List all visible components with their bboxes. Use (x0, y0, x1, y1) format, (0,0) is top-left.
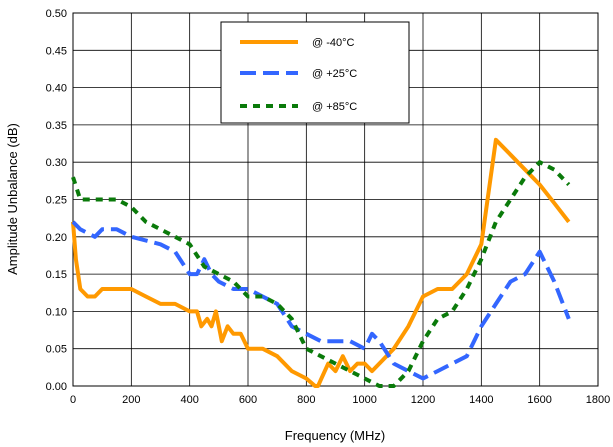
y-tick-label: 0.05 (46, 344, 67, 356)
x-tick-label: 600 (239, 394, 257, 406)
x-tick-label: 1000 (352, 394, 376, 406)
y-tick-label: 0.50 (46, 8, 67, 20)
x-tick-label: 1200 (411, 394, 435, 406)
legend-label-plus25: @ +25°C (312, 68, 357, 80)
tick-labels: 0.00 0.05 0.10 0.15 0.20 0.25 0.30 0.35 0.40 0.45… (46, 8, 611, 406)
y-tick-label: 0.30 (46, 157, 67, 169)
x-tick-label: 1600 (527, 394, 551, 406)
legend-label-plus85: @ +85°C (312, 101, 357, 113)
x-tick-label: 800 (297, 394, 315, 406)
y-tick-label: 0.25 (46, 195, 67, 207)
y-tick-label: 0.20 (46, 232, 67, 244)
legend: @ -40°C @ +25°C @ +85°C (220, 21, 410, 124)
series-layer (71, 137, 571, 388)
series-line-2 (71, 160, 571, 388)
series-line-0 (71, 137, 571, 388)
series-line-1 (71, 220, 571, 381)
plot-area-frame (72, 12, 599, 387)
x-axis-title: Frequency (MHz) (285, 428, 385, 443)
y-tick-label: 0.00 (46, 381, 67, 393)
x-tick-label: 0 (70, 394, 76, 406)
y-tick-label: 0.45 (46, 45, 67, 57)
x-tick-label: 400 (180, 394, 198, 406)
y-tick-label: 0.40 (46, 83, 67, 95)
y-tick-label: 0.15 (46, 269, 67, 281)
x-tick-label: 1800 (586, 394, 610, 406)
y-tick-label: 0.35 (46, 120, 67, 132)
x-tick-label: 200 (122, 394, 140, 406)
y-axis-title: Amplitude Unbalance (dB) (5, 123, 20, 275)
y-tick-label: 0.10 (46, 306, 67, 318)
x-tick-label: 1400 (469, 394, 493, 406)
legend-label-minus40: @ -40°C (312, 37, 355, 49)
